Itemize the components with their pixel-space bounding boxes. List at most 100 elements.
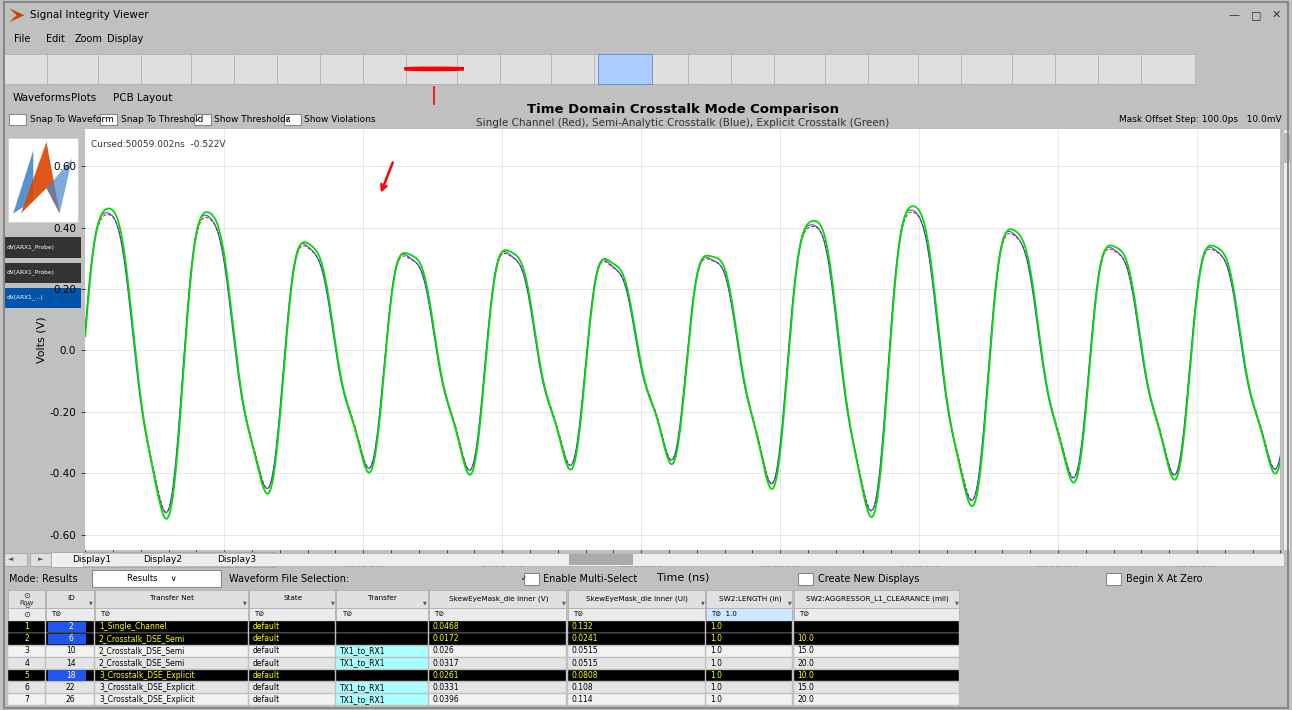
Bar bbox=[336, 633, 428, 645]
Text: ▼: ▼ bbox=[89, 601, 93, 606]
Bar bbox=[96, 645, 248, 657]
Text: TX1_to_RX1: TX1_to_RX1 bbox=[340, 622, 386, 631]
FancyBboxPatch shape bbox=[594, 54, 647, 84]
Text: 6: 6 bbox=[25, 683, 30, 692]
Bar bbox=[8, 645, 45, 657]
FancyBboxPatch shape bbox=[363, 54, 417, 84]
Text: 1.0: 1.0 bbox=[711, 647, 722, 655]
Text: SkewEyeMask_die Inner (V): SkewEyeMask_die Inner (V) bbox=[448, 595, 548, 602]
Text: Cursed:50059.002ns  -0.522V: Cursed:50059.002ns -0.522V bbox=[92, 140, 226, 149]
Text: TX1_to_RX1: TX1_to_RX1 bbox=[340, 647, 386, 655]
FancyBboxPatch shape bbox=[824, 54, 879, 84]
Bar bbox=[793, 670, 960, 682]
Bar bbox=[96, 657, 248, 669]
FancyBboxPatch shape bbox=[1012, 54, 1066, 84]
Text: 2_Crosstalk_DSE_Semi: 2_Crosstalk_DSE_Semi bbox=[99, 635, 185, 643]
Bar bbox=[8, 670, 45, 682]
Bar bbox=[249, 670, 335, 682]
Text: Waveform File Selection:: Waveform File Selection: bbox=[229, 574, 349, 584]
Text: Results     ∨: Results ∨ bbox=[127, 574, 177, 583]
Text: T⊘  1.0: T⊘ 1.0 bbox=[712, 611, 738, 617]
Bar bbox=[8, 633, 45, 645]
Text: Display: Display bbox=[107, 34, 143, 44]
Bar bbox=[4, 288, 81, 308]
Bar bbox=[429, 608, 566, 621]
Text: 20.0: 20.0 bbox=[797, 659, 814, 667]
FancyBboxPatch shape bbox=[234, 54, 288, 84]
Text: Waveforms: Waveforms bbox=[13, 93, 71, 103]
Bar bbox=[48, 670, 87, 681]
Bar bbox=[567, 621, 705, 633]
Text: T⊘: T⊘ bbox=[434, 611, 444, 617]
Text: Show Violations: Show Violations bbox=[305, 115, 376, 124]
Text: default: default bbox=[253, 695, 280, 704]
Text: dV(ARX1_Probe): dV(ARX1_Probe) bbox=[6, 270, 56, 275]
Bar bbox=[336, 670, 428, 682]
Polygon shape bbox=[21, 142, 59, 214]
Text: Time Domain Crosstalk Mode Comparison: Time Domain Crosstalk Mode Comparison bbox=[527, 103, 839, 116]
Text: T⊘: T⊘ bbox=[52, 611, 62, 617]
Bar bbox=[525, 573, 539, 584]
Polygon shape bbox=[9, 9, 25, 22]
Text: default: default bbox=[253, 647, 280, 655]
Text: 1: 1 bbox=[25, 622, 30, 631]
FancyBboxPatch shape bbox=[774, 54, 828, 84]
Bar bbox=[101, 114, 116, 125]
Text: Results: Results bbox=[43, 574, 78, 584]
Text: dV(ARX1_Probe): dV(ARX1_Probe) bbox=[6, 244, 56, 250]
Bar bbox=[707, 645, 792, 657]
Text: SW2:AGGRESSOR_L1_CLEARANCE (mil): SW2:AGGRESSOR_L1_CLEARANCE (mil) bbox=[806, 595, 948, 602]
Bar bbox=[47, 682, 94, 694]
Text: 7: 7 bbox=[25, 695, 30, 704]
FancyBboxPatch shape bbox=[196, 552, 276, 567]
Y-axis label: Volts (V): Volts (V) bbox=[36, 317, 47, 363]
FancyBboxPatch shape bbox=[1141, 54, 1195, 84]
Bar bbox=[9, 114, 26, 125]
Text: Begin X At Zero: Begin X At Zero bbox=[1127, 574, 1203, 584]
Bar bbox=[567, 608, 705, 621]
Text: TX1_to_RX1: TX1_to_RX1 bbox=[340, 695, 386, 704]
Text: 1.0: 1.0 bbox=[711, 659, 722, 667]
Text: 1.0: 1.0 bbox=[711, 622, 722, 631]
Bar bbox=[47, 633, 94, 645]
FancyBboxPatch shape bbox=[457, 54, 512, 84]
Text: State: State bbox=[283, 596, 302, 601]
Bar bbox=[249, 682, 335, 694]
Bar bbox=[429, 682, 566, 694]
Bar bbox=[793, 682, 960, 694]
Text: Display3: Display3 bbox=[217, 555, 256, 564]
Text: 0.132: 0.132 bbox=[571, 622, 593, 631]
FancyBboxPatch shape bbox=[1098, 54, 1152, 84]
Text: □: □ bbox=[1251, 10, 1261, 21]
Bar bbox=[4, 552, 27, 567]
FancyBboxPatch shape bbox=[52, 552, 130, 567]
FancyBboxPatch shape bbox=[598, 54, 652, 84]
FancyBboxPatch shape bbox=[961, 54, 1016, 84]
Text: 0.0808: 0.0808 bbox=[571, 671, 598, 679]
Text: 0.0515: 0.0515 bbox=[571, 659, 598, 667]
Bar bbox=[1283, 129, 1289, 550]
Bar bbox=[336, 682, 428, 694]
FancyBboxPatch shape bbox=[645, 54, 699, 84]
FancyBboxPatch shape bbox=[4, 54, 58, 84]
Text: 5: 5 bbox=[25, 671, 30, 679]
Bar bbox=[336, 645, 428, 657]
X-axis label: Time (ns): Time (ns) bbox=[656, 572, 709, 582]
FancyBboxPatch shape bbox=[278, 54, 331, 84]
Text: 4: 4 bbox=[25, 659, 30, 667]
Bar bbox=[567, 590, 705, 608]
Text: default: default bbox=[253, 622, 280, 631]
Text: default: default bbox=[253, 635, 280, 643]
Text: ▼: ▼ bbox=[955, 601, 959, 606]
Bar bbox=[249, 608, 335, 621]
Text: 1.0: 1.0 bbox=[711, 683, 722, 692]
Text: SW2:LENGTH (in): SW2:LENGTH (in) bbox=[718, 595, 782, 602]
Text: 0.0172: 0.0172 bbox=[433, 635, 460, 643]
Bar bbox=[707, 694, 792, 706]
Bar bbox=[429, 670, 566, 682]
Text: 0.0468: 0.0468 bbox=[433, 622, 460, 631]
FancyBboxPatch shape bbox=[919, 54, 972, 84]
Bar bbox=[707, 590, 792, 608]
Text: Single Channel (Red), Semi-Analytic Crosstalk (Blue), Explicit Crosstalk (Green): Single Channel (Red), Semi-Analytic Cros… bbox=[477, 119, 889, 129]
Text: 15.0: 15.0 bbox=[797, 683, 814, 692]
